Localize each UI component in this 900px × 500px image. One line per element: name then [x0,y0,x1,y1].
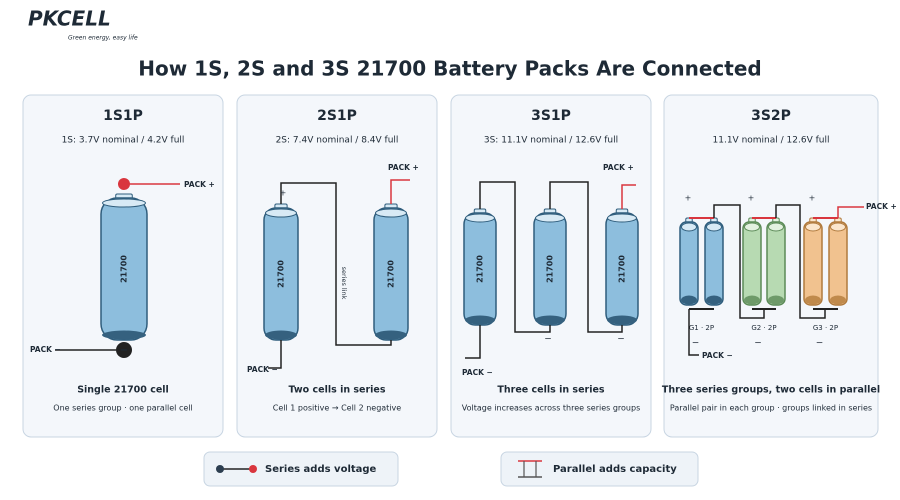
cell-label: 21700 [277,260,286,288]
wire [479,181,551,333]
cell-bottom [607,315,637,325]
panel-caption: Two cells in series [288,385,385,396]
legend-box [203,451,399,487]
cell-bottom [535,315,565,325]
cell-top [830,222,846,232]
panel-spec: 1S: 3.7V nominal / 4.2V full [62,136,185,146]
wire [549,181,623,333]
panel-caption: Single 21700 cell [77,385,169,396]
pack-positive-label: PACK + [184,180,215,189]
cell-top [768,222,784,232]
pack-positive-wire [390,179,410,204]
cell-top [805,222,821,232]
minus-sign: − [617,335,625,345]
legend-series-icon [216,465,224,473]
panel-spec: 3S: 11.1V nominal / 12.6V full [484,136,618,146]
cell-bottom [706,295,722,305]
cell-bottom [465,315,495,325]
panel-note: Parallel pair in each group · groups lin… [670,404,872,413]
series-link-label: series link [340,267,348,300]
cell-bottom [102,330,146,340]
panel-title: 2S1P [317,108,357,124]
pack-negative-label: PACK − [462,368,493,377]
cell-bottom [681,295,697,305]
panel-title: 3S1P [531,108,571,124]
minus-sign: − [544,335,552,345]
cell-bottom [375,330,407,340]
panel-title: 1S1P [103,108,143,124]
pack-negative-label: PACK − [30,345,61,354]
page-title: How 1S, 2S and 3S 21700 Battery Packs Ar… [138,57,761,81]
panel-caption: Three series groups, two cells in parall… [662,385,880,396]
cell-body [828,221,848,306]
pack-negative-label: PACK − [247,365,278,374]
panel [236,94,438,438]
cell-top [535,213,565,223]
panel-title: 3S2P [751,108,791,124]
cell-body [704,221,724,306]
cell-body [742,221,762,306]
cell-top [607,213,637,223]
logo-tagline: Green energy, easy life [68,35,138,42]
cell-body [766,221,786,306]
panel-spec: 2S: 7.4V nominal / 8.4V full [276,136,399,146]
cell-bottom [768,295,784,305]
legend-label: Parallel adds capacity [553,464,677,475]
cell-body [100,197,148,341]
cell-label: 21700 [546,255,555,283]
cell-top [465,213,495,223]
logo: PKCELL [28,7,111,31]
cell-label: 21700 [618,255,627,283]
panel-spec: 11.1V nominal / 12.6V full [713,136,830,146]
group-label: G1 · 2P [689,324,714,332]
cell-body [679,221,699,306]
pack-positive-wire [621,184,636,209]
cell-top [102,198,146,208]
pack-positive-label: PACK + [388,163,419,172]
cell-label: 21700 [387,260,396,288]
legend-box [500,451,699,487]
pack-negative-label: PACK − [702,351,733,360]
group-label: G2 · 2P [751,324,776,332]
pack-positive-label: PACK + [866,202,897,211]
legend-series-icon [249,465,257,473]
cell-bottom [830,295,846,305]
cell-label: 21700 [120,255,129,283]
wire [688,309,699,356]
negative-terminal [116,342,132,358]
wire [280,182,392,346]
plus-sign: + [809,194,816,203]
legend-label: Series adds voltage [265,464,377,475]
cell-bottom [805,295,821,305]
cell-bottom [744,295,760,305]
cell-body [803,221,823,306]
plus-sign: + [748,194,755,203]
wire [713,204,765,319]
minus-sign: − [692,339,700,349]
minus-sign: − [120,345,128,356]
pack-positive-wire [837,206,864,218]
cell-top [265,208,297,218]
cell-top [375,208,407,218]
cell-bottom [265,330,297,340]
cell-top [744,222,760,232]
panel-note: One series group · one parallel cell [53,404,192,413]
plus-sign: + [685,194,692,203]
minus-sign: − [754,339,762,349]
cell-label: 21700 [476,255,485,283]
group-label: G3 · 2P [813,324,838,332]
panel-caption: Three cells in series [497,385,604,396]
wire [268,340,282,369]
positive-terminal [118,178,130,190]
panel-note: Cell 1 positive → Cell 2 negative [273,404,401,413]
cell-top [706,222,722,232]
pack-positive-label: PACK + [603,163,634,172]
minus-sign: − [816,339,824,349]
panel-note: Voltage increases across three series gr… [462,404,641,413]
cell-top [681,222,697,232]
plus-sign: + [280,189,287,198]
wire [775,204,826,319]
wire [465,325,481,359]
